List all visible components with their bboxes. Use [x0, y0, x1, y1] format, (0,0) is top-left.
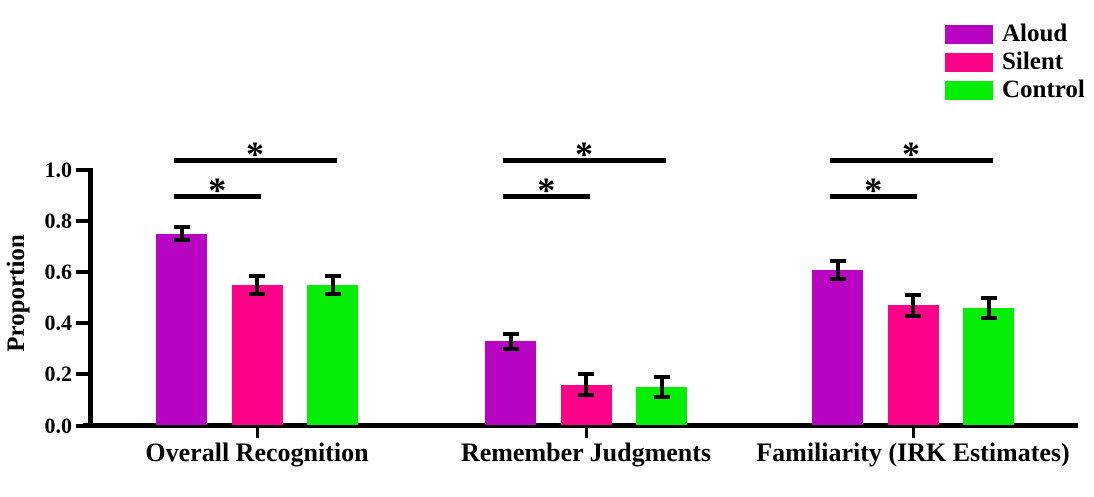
bar-silent [231, 285, 283, 425]
error-bar-cap [653, 375, 670, 379]
legend-item-aloud: Aloud [945, 20, 1085, 48]
significance-star: * [864, 170, 883, 210]
y-tick-label: 0.8 [44, 208, 73, 234]
error-bar-cap [173, 238, 190, 242]
legend-label-silent: Silent [1002, 48, 1064, 75]
error-bar-cap [905, 293, 921, 297]
error-bar [835, 261, 840, 279]
legend-label-control: Control [1002, 76, 1085, 103]
error-bar-cap [324, 274, 341, 278]
error-bar-cap [980, 296, 997, 300]
bar-aloud [156, 234, 207, 425]
error-bar-cap [173, 225, 190, 229]
y-tick [76, 423, 90, 428]
y-tick [76, 372, 90, 377]
error-bar-cap [249, 274, 265, 278]
legend-item-silent: Silent [945, 48, 1085, 76]
y-tick [76, 321, 90, 326]
error-bar-cap [249, 292, 265, 296]
error-bar-cap [829, 259, 846, 263]
significance-star: * [537, 170, 556, 210]
y-tick [76, 270, 90, 275]
error-bar [255, 276, 259, 294]
legend-swatch-silent [945, 52, 993, 72]
y-tick [76, 219, 90, 224]
y-tick-label: 0.4 [44, 310, 73, 336]
y-tick-label: 1.0 [44, 157, 73, 182]
legend: Aloud Silent Control [945, 20, 1085, 104]
significance-line [502, 194, 590, 199]
y-tick-label: 0.6 [44, 259, 73, 285]
bar-aloud [485, 341, 536, 425]
category-label: Overall Recognition [145, 438, 369, 467]
significance-line [502, 158, 666, 163]
error-bar [330, 276, 335, 294]
y-tick-label: 0.0 [44, 412, 73, 438]
category-label: Familiarity (IRK Estimates) [756, 438, 1070, 467]
y-tick-label: 0.2 [44, 361, 73, 387]
legend-swatch-aloud [945, 24, 993, 44]
significance-star: * [575, 134, 593, 174]
category-label: Remember Judgments [460, 438, 712, 467]
legend-item-control: Control [945, 76, 1085, 104]
error-bar-cap [578, 393, 594, 397]
error-bar-cap [653, 395, 670, 399]
significance-line [829, 194, 917, 199]
legend-label-aloud: Aloud [1002, 20, 1068, 47]
significance-line [829, 158, 993, 163]
x-tick [912, 428, 915, 438]
error-bar [986, 298, 991, 318]
bar-aloud [812, 270, 863, 425]
error-bar-cap [324, 292, 341, 296]
error-bar-cap [905, 314, 921, 318]
bar-control [963, 308, 1014, 425]
x-tick [256, 428, 259, 438]
y-tick [76, 168, 90, 172]
significance-line [173, 194, 261, 199]
x-axis-line [83, 423, 1078, 428]
significance-line [173, 158, 337, 163]
error-bar [179, 227, 184, 240]
legend-swatch-control [945, 80, 993, 100]
error-bar-cap [578, 372, 594, 376]
error-bar-cap [502, 332, 519, 336]
significance-star: * [208, 170, 227, 210]
significance-star: * [246, 134, 264, 174]
error-bar-cap [829, 277, 846, 281]
significance-star: * [902, 134, 920, 174]
error-bar [659, 377, 664, 397]
error-bar [584, 374, 588, 395]
bar-silent [887, 305, 939, 425]
x-tick [585, 428, 588, 438]
error-bar [911, 295, 915, 316]
error-bar [508, 334, 513, 349]
error-bar-cap [980, 316, 997, 320]
error-bar-cap [502, 347, 519, 351]
bar-control [307, 285, 358, 425]
y-axis-line [88, 168, 93, 428]
